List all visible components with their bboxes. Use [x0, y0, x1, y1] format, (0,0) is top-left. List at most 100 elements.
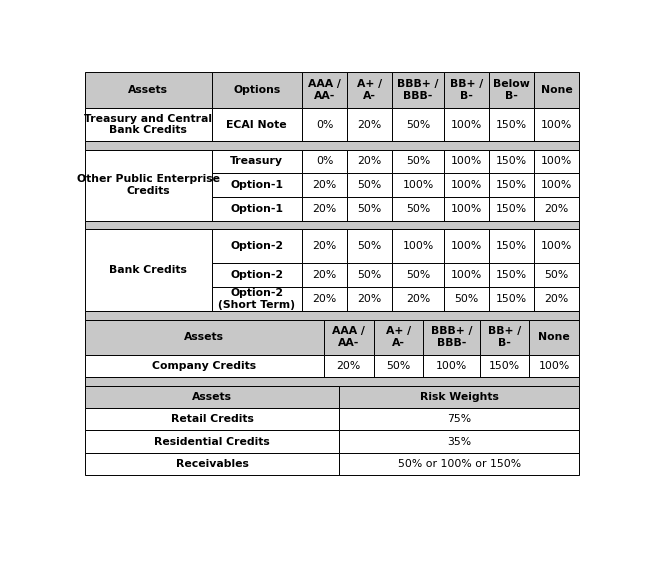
Bar [534, 173, 579, 197]
Text: 100%: 100% [450, 119, 482, 129]
Text: Other Public Enterprise
Credits: Other Public Enterprise Credits [77, 174, 220, 196]
Bar [444, 230, 489, 263]
Text: 20%: 20% [312, 294, 337, 304]
Text: 20%: 20% [544, 294, 569, 304]
Bar [85, 72, 212, 108]
Text: 50%: 50% [406, 119, 430, 129]
Text: BBB+ /
BBB-: BBB+ / BBB- [397, 79, 439, 101]
Bar [340, 408, 579, 430]
Text: 20%: 20% [312, 270, 337, 280]
Bar [211, 197, 302, 220]
Bar [534, 150, 579, 173]
Text: ECAI Note: ECAI Note [226, 119, 287, 129]
Bar [489, 287, 534, 311]
Bar [340, 386, 579, 408]
Bar [489, 173, 534, 197]
Text: Below
B-: Below B- [493, 79, 530, 101]
Text: 100%: 100% [450, 241, 482, 252]
Bar [393, 108, 444, 140]
Bar [302, 287, 347, 311]
Text: Option-1: Option-1 [230, 204, 283, 213]
Bar [393, 287, 444, 311]
Text: 100%: 100% [450, 204, 482, 213]
Bar [85, 220, 579, 230]
Text: Retail Credits: Retail Credits [171, 414, 253, 425]
Text: BB+ /
B-: BB+ / B- [450, 79, 483, 101]
Bar [85, 108, 212, 140]
Bar [444, 287, 489, 311]
Text: Treasury: Treasury [230, 157, 283, 166]
Bar [85, 311, 579, 320]
Bar [85, 140, 579, 150]
Text: 150%: 150% [496, 119, 527, 129]
Bar [480, 320, 529, 354]
Text: Bank Credits: Bank Credits [110, 265, 187, 275]
Text: 150%: 150% [496, 204, 527, 213]
Text: 100%: 100% [450, 180, 482, 190]
Text: 50%: 50% [358, 204, 382, 213]
Bar [393, 173, 444, 197]
Text: 20%: 20% [544, 204, 569, 213]
Text: 20%: 20% [358, 294, 382, 304]
Text: Option-2
(Short Term): Option-2 (Short Term) [218, 288, 295, 310]
Text: 150%: 150% [496, 157, 527, 166]
Bar [85, 408, 340, 430]
Bar [423, 320, 480, 354]
Bar [211, 263, 302, 287]
Text: Company Credits: Company Credits [152, 361, 257, 371]
Text: 20%: 20% [406, 294, 430, 304]
Text: 20%: 20% [312, 204, 337, 213]
Bar [302, 263, 347, 287]
Bar [347, 72, 393, 108]
Bar [489, 72, 534, 108]
Text: 0%: 0% [316, 157, 333, 166]
Text: 50%: 50% [544, 270, 569, 280]
Text: 50%: 50% [386, 361, 411, 371]
Text: None: None [540, 85, 572, 95]
Bar [480, 354, 529, 377]
Bar [85, 150, 212, 220]
Text: A+ /
A-: A+ / A- [386, 327, 411, 348]
Bar [85, 230, 212, 311]
Bar [302, 150, 347, 173]
Text: 20%: 20% [312, 241, 337, 252]
Bar [347, 263, 393, 287]
Bar [444, 72, 489, 108]
Bar [85, 320, 324, 354]
Bar [85, 430, 340, 453]
Bar [373, 354, 423, 377]
Text: Assets: Assets [192, 392, 232, 402]
Text: Risk Weights: Risk Weights [420, 392, 499, 402]
Text: Assets: Assets [128, 85, 168, 95]
Bar [211, 230, 302, 263]
Bar [444, 173, 489, 197]
Text: 100%: 100% [541, 241, 572, 252]
Text: 0%: 0% [316, 119, 333, 129]
Bar [211, 72, 302, 108]
Bar [85, 386, 340, 408]
Text: 20%: 20% [358, 119, 382, 129]
Bar [489, 230, 534, 263]
Text: 50%: 50% [406, 204, 430, 213]
Text: 50%: 50% [358, 270, 382, 280]
Bar [534, 72, 579, 108]
Bar [85, 354, 324, 377]
Bar [302, 72, 347, 108]
Bar [534, 197, 579, 220]
Bar [444, 150, 489, 173]
Bar [534, 108, 579, 140]
Text: 50% or 100% or 150%: 50% or 100% or 150% [398, 459, 521, 469]
Bar [534, 263, 579, 287]
Text: 50%: 50% [358, 180, 382, 190]
Bar [347, 173, 393, 197]
Bar [340, 453, 579, 475]
Bar [347, 108, 393, 140]
Text: 100%: 100% [436, 361, 467, 371]
Text: AAA /
AA-: AAA / AA- [308, 79, 341, 101]
Bar [373, 320, 423, 354]
Bar [393, 230, 444, 263]
Text: 150%: 150% [496, 294, 527, 304]
Text: None: None [538, 332, 570, 342]
Bar [489, 108, 534, 140]
Text: 20%: 20% [312, 180, 337, 190]
